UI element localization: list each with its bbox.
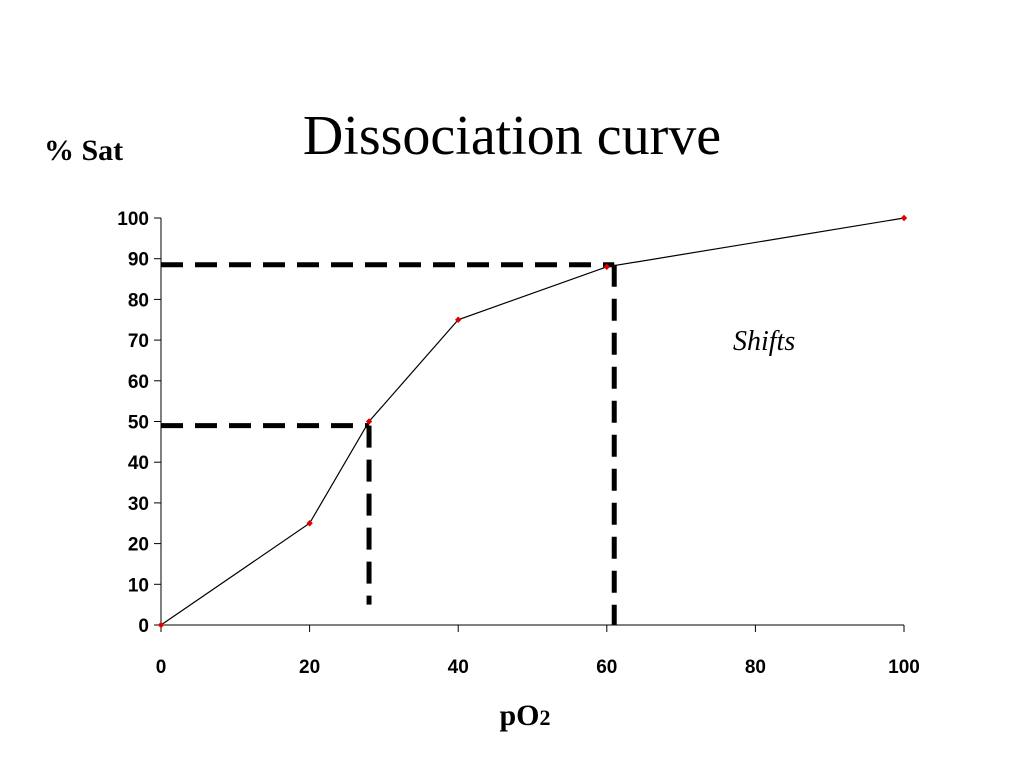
series-saturation: [157, 214, 908, 629]
x-tick-label: 60: [596, 657, 617, 678]
y-axis-label: % Sat: [44, 134, 124, 167]
series-line: [160, 217, 905, 626]
data-point: [900, 214, 908, 222]
x-axis-label-subscript: 2: [539, 705, 551, 730]
shifts-annotation: Shifts: [733, 326, 796, 357]
x-tick-label: 80: [745, 657, 766, 678]
x-axis-label: pO2: [480, 699, 570, 733]
x-tick-label: 0: [156, 657, 167, 678]
y-tick-label: 0: [138, 616, 149, 637]
x-tick-label: 20: [299, 657, 320, 678]
y-tick-label: 60: [128, 372, 149, 393]
y-tick-label: 30: [128, 494, 149, 515]
axes: 0 10 20 30 40 50 60 70 80 90 100 0 20 40 60 80 100: [117, 209, 920, 678]
data-point: [157, 621, 165, 629]
y-tick-label: 80: [128, 290, 149, 311]
y-tick-label: 20: [128, 535, 149, 556]
y-tick-label: 10: [128, 575, 149, 596]
reference-lines: [161, 262, 617, 625]
data-point: [603, 263, 610, 271]
y-tick-label: 100: [117, 209, 149, 230]
data-point: [455, 316, 462, 323]
x-tick-label: 40: [448, 657, 469, 678]
y-tick-label: 40: [128, 453, 149, 474]
data-point: [365, 418, 373, 425]
chart-title: Dissociation curve: [302, 105, 722, 167]
x-tick-label: 100: [888, 657, 920, 678]
y-tick-label: 50: [128, 413, 149, 434]
y-tick-label: 70: [128, 331, 149, 352]
y-tick-label: 90: [128, 250, 149, 271]
x-axis-label-main: pO: [499, 699, 540, 732]
data-point: [306, 520, 313, 527]
